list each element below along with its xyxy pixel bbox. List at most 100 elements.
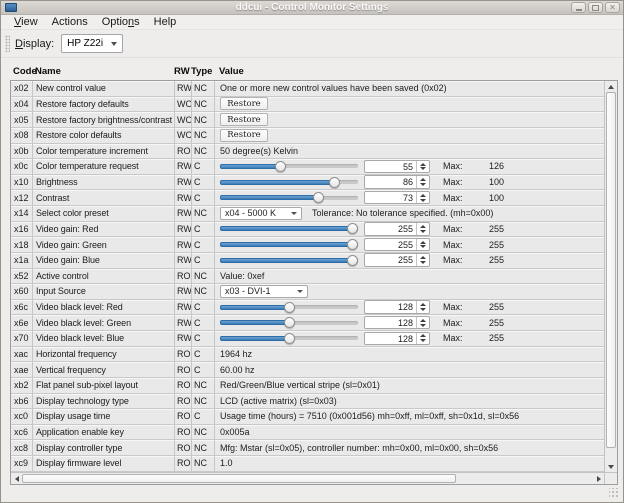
value-slider[interactable] xyxy=(220,176,358,189)
value-slider[interactable] xyxy=(220,238,358,251)
spin-down-icon[interactable] xyxy=(420,308,426,311)
horizontal-scroll-track[interactable] xyxy=(22,473,593,484)
spinbox-value[interactable]: 55 xyxy=(365,161,416,173)
value-spinbox[interactable]: 128 xyxy=(364,316,430,330)
slider-handle[interactable] xyxy=(284,317,295,328)
restore-button[interactable]: Restore xyxy=(220,129,268,142)
slider-fill xyxy=(220,180,339,185)
spin-up-icon[interactable] xyxy=(420,178,426,181)
max-label: Max: xyxy=(443,161,469,171)
table-row-xac: xacHorizontal frequencyROC 1964 hz xyxy=(11,347,604,363)
spinbox-value[interactable]: 73 xyxy=(365,192,416,204)
vertical-scroll-thumb[interactable] xyxy=(606,92,616,448)
spinbox-value[interactable]: 128 xyxy=(365,301,416,313)
value-spinbox[interactable]: 255 xyxy=(364,253,430,267)
vertical-scroll-track[interactable] xyxy=(605,92,617,461)
spin-down-icon[interactable] xyxy=(420,199,426,202)
value-slider[interactable] xyxy=(220,160,358,173)
horizontal-scroll-thumb[interactable] xyxy=(22,474,456,483)
max-value: 100 xyxy=(489,193,504,203)
menu-bar: View Actions Options Help xyxy=(1,15,623,30)
max-label: Max: xyxy=(443,193,469,203)
resize-grip-icon[interactable] xyxy=(609,488,619,498)
spin-down-icon[interactable] xyxy=(420,230,426,233)
value-slider[interactable] xyxy=(220,254,358,267)
scroll-up-button[interactable] xyxy=(605,81,617,92)
close-button[interactable]: ✕ xyxy=(605,2,620,13)
horizontal-scrollbar[interactable] xyxy=(11,472,604,484)
scroll-down-button[interactable] xyxy=(605,461,617,472)
chevron-down-icon xyxy=(291,212,297,215)
value-spinbox[interactable]: 128 xyxy=(364,300,430,314)
spinbox-value[interactable]: 255 xyxy=(365,223,416,235)
table-row-xc6: xc6Application enable keyRONC 0x005a xyxy=(11,425,604,441)
scroll-left-button[interactable] xyxy=(11,473,22,484)
spin-down-icon[interactable] xyxy=(420,324,426,327)
menu-help[interactable]: Help xyxy=(147,16,184,28)
toolbar-handle-icon[interactable] xyxy=(5,35,10,52)
value-slider[interactable] xyxy=(220,332,358,345)
spin-down-icon[interactable] xyxy=(420,245,426,248)
value-slider[interactable] xyxy=(220,191,358,204)
spin-up-icon[interactable] xyxy=(420,303,426,306)
spinbox-value[interactable]: 86 xyxy=(365,176,416,188)
spin-up-icon[interactable] xyxy=(420,319,426,322)
spin-up-icon[interactable] xyxy=(420,194,426,197)
color-preset-select[interactable]: x04 - 5000 K xyxy=(220,207,302,221)
value-text: 50 degree(s) Kelvin xyxy=(220,146,298,156)
table-row-x1a: x1aVideo gain: BlueRWC 255 Max:255 xyxy=(11,253,604,269)
spinbox-value[interactable]: 128 xyxy=(365,317,416,329)
maximize-button[interactable] xyxy=(588,2,603,13)
value-spinbox[interactable]: 128 xyxy=(364,332,430,346)
table-row-x08: x08Restore color defaultsWONC Restore xyxy=(11,128,604,144)
spin-down-icon[interactable] xyxy=(420,339,426,342)
value-slider[interactable] xyxy=(220,316,358,329)
slider-handle[interactable] xyxy=(347,255,358,266)
slider-handle[interactable] xyxy=(329,177,340,188)
spinbox-value[interactable]: 255 xyxy=(365,239,416,251)
spinbox-value[interactable]: 128 xyxy=(365,333,416,345)
spin-down-icon[interactable] xyxy=(420,183,426,186)
slider-handle[interactable] xyxy=(347,239,358,250)
spin-up-icon[interactable] xyxy=(420,256,426,259)
menu-view[interactable]: View xyxy=(7,16,45,28)
spin-up-icon[interactable] xyxy=(420,225,426,228)
value-spinbox[interactable]: 86 xyxy=(364,175,430,189)
max-value: 126 xyxy=(489,161,504,171)
table-row-xc8: xc8Display controller typeRONC Mfg: Msta… xyxy=(11,440,604,456)
value-text: 1.0 xyxy=(220,458,233,468)
input-source-select[interactable]: x03 - DVI-1 xyxy=(220,285,308,299)
spin-down-icon[interactable] xyxy=(420,167,426,170)
table-row-x14: x14Select color presetRWNC x04 - 5000 K … xyxy=(11,206,604,222)
scroll-right-button[interactable] xyxy=(593,473,604,484)
value-spinbox[interactable]: 255 xyxy=(364,222,430,236)
restore-button[interactable]: Restore xyxy=(220,97,268,110)
slider-handle[interactable] xyxy=(313,192,324,203)
title-bar[interactable]: ddcui - Control Monitor Settings ✕ xyxy=(1,1,623,15)
spin-up-icon[interactable] xyxy=(420,163,426,166)
menu-options[interactable]: Options xyxy=(95,16,147,28)
vertical-scrollbar[interactable] xyxy=(604,81,617,484)
max-label: Max: xyxy=(443,255,469,265)
slider-handle[interactable] xyxy=(284,333,295,344)
slider-handle[interactable] xyxy=(275,161,286,172)
restore-button[interactable]: Restore xyxy=(220,113,268,126)
spin-down-icon[interactable] xyxy=(420,261,426,264)
spin-up-icon[interactable] xyxy=(420,334,426,337)
window-title: ddcui - Control Monitor Settings xyxy=(1,2,623,13)
table-row-x10: x10BrightnessRWC 86 Max:100 xyxy=(11,175,604,191)
spin-up-icon[interactable] xyxy=(420,241,426,244)
spinbox-value[interactable]: 255 xyxy=(365,254,416,266)
slider-handle[interactable] xyxy=(284,302,295,313)
menu-actions[interactable]: Actions xyxy=(45,16,95,28)
value-slider[interactable] xyxy=(220,301,358,314)
header-value: Value xyxy=(214,66,618,77)
value-spinbox[interactable]: 73 xyxy=(364,191,430,205)
slider-handle[interactable] xyxy=(347,223,358,234)
value-slider[interactable] xyxy=(220,222,358,235)
display-select[interactable]: HP Z22i xyxy=(61,34,123,53)
value-spinbox[interactable]: 55 xyxy=(364,160,430,174)
value-spinbox[interactable]: 255 xyxy=(364,238,430,252)
table-header: Code Name RW Type Value xyxy=(10,63,618,80)
minimize-button[interactable] xyxy=(571,2,586,13)
